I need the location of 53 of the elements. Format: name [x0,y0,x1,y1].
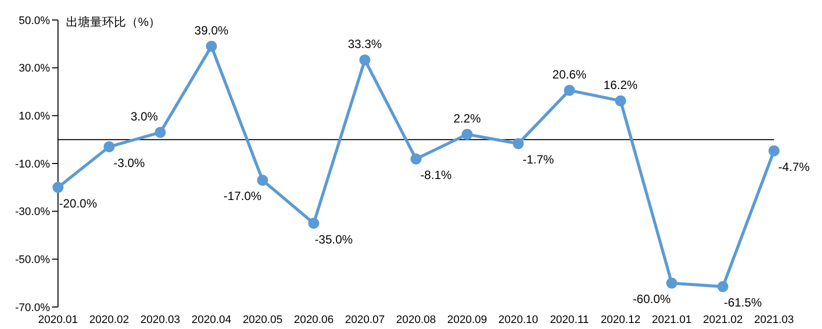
data-label: -60.0% [632,292,672,306]
data-label: 3.0% [130,109,158,124]
data-label: -20.0% [58,196,98,210]
y-tick-label: 30.0% [18,62,50,75]
x-tick-label: 2020.06 [294,314,334,326]
point [768,145,780,156]
point [257,174,268,186]
data-label: -1.7% [522,152,554,167]
x-tick-label: 2020.08 [396,314,436,326]
point [564,84,575,96]
point [462,128,473,140]
data-label: -3.0% [113,156,146,170]
x-tick-label: 2020.11 [550,314,589,326]
point [308,218,320,229]
point [666,278,678,289]
data-label: 16.2% [604,78,638,92]
x-tick-label: 2021.03 [754,314,794,326]
x-tick-label: 2020.02 [89,314,130,326]
point [154,126,166,138]
x-tick-label: 2020.07 [344,314,385,326]
point [52,182,64,193]
x-tick-label: 2020.09 [447,314,488,326]
data-label: -61.5% [724,296,762,310]
y-tick-label: -30.0% [15,206,50,218]
data-label: 20.6% [552,67,587,82]
x-tick-label: 2020.10 [498,314,538,326]
y-axis-title: 出塘量环比（%） [66,15,161,29]
point [359,54,370,66]
x-tick-label: 2020.12 [600,314,640,326]
y-tick-label: -70.0% [15,302,50,314]
data-label: 33.3% [348,36,382,51]
x-tick-label: 2020.05 [242,314,282,326]
x-tick-label: 2021.02 [702,314,743,326]
point [410,153,422,164]
data-label: 2.2% [453,111,482,126]
data-label: -35.0% [314,232,354,246]
x-tick-label: 2020.04 [192,314,232,326]
data-label: -17.0% [224,189,262,204]
x-tick-label: 2020.01 [38,314,78,326]
x-tick-label: 2021.01 [652,314,692,326]
y-tick-label: -10.0% [15,158,50,170]
point [615,95,626,106]
data-label: -4.7% [778,160,810,174]
data-label: 39.0% [194,23,229,38]
data-label: -8.1% [420,168,452,182]
point [717,281,728,292]
point [104,141,115,152]
point [206,40,217,52]
x-tick-label: 2020.03 [140,314,180,326]
point [512,138,524,150]
y-tick-label: -50.0% [15,254,50,266]
y-tick-label: 50.0% [18,14,50,27]
y-tick-label: 10.0% [18,110,50,123]
